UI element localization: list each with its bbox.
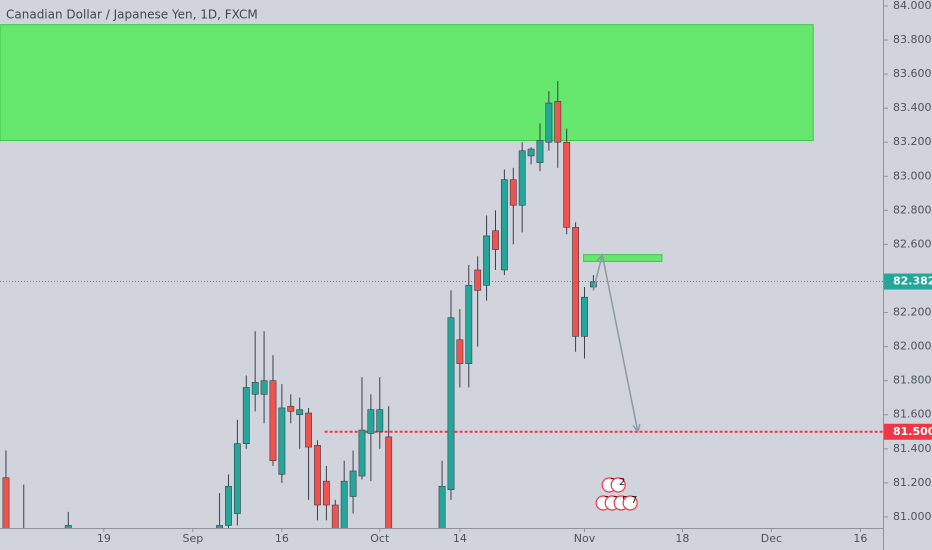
x-tick-label: 19 — [97, 532, 111, 545]
candle-body — [322, 480, 330, 506]
candle-body — [527, 148, 535, 157]
candle-body — [554, 101, 562, 143]
candle-body — [225, 485, 232, 526]
candle-body — [278, 407, 286, 475]
x-tick-label: Nov — [574, 532, 596, 545]
candle-body — [358, 429, 366, 477]
y-tick-label: 83.200 — [893, 135, 932, 148]
x-tick-label: 16 — [275, 532, 289, 545]
candle-body — [296, 409, 304, 416]
candle-body — [492, 230, 499, 250]
candle-body — [545, 102, 553, 143]
candle-body — [572, 227, 579, 337]
event-label: 2 — [619, 477, 625, 488]
arrow-head — [596, 252, 605, 263]
candle-body — [438, 485, 446, 528]
candle-body — [367, 409, 375, 434]
y-tick-label: 81.600 — [893, 408, 932, 421]
y-tick-label: 83.800 — [893, 33, 932, 46]
x-tick-label: 16 — [853, 532, 867, 545]
zone — [0, 24, 814, 142]
price-tag-label: 81.500 — [893, 425, 932, 438]
y-tick-label: 83.600 — [893, 67, 932, 80]
price-tag — [884, 423, 932, 440]
y-tick-label: 82.800 — [893, 203, 932, 216]
zone — [583, 254, 663, 262]
y-tick-label: 82.600 — [893, 237, 932, 250]
y-tick-label: 81.400 — [893, 442, 932, 455]
candle-body — [242, 387, 250, 444]
event-icon — [622, 495, 638, 511]
candle-body — [233, 443, 241, 514]
candle-body — [287, 405, 295, 412]
candle-body — [260, 380, 268, 395]
candle-body — [465, 284, 473, 364]
candle-body — [589, 281, 597, 288]
candle-body — [509, 179, 517, 206]
candle-body — [518, 150, 526, 206]
candle-body — [64, 525, 72, 528]
x-tick-label: 18 — [675, 532, 689, 545]
candle-body — [251, 382, 259, 395]
candle-body — [581, 296, 588, 337]
x-tick-label: 14 — [453, 532, 467, 545]
candle-body — [331, 504, 339, 528]
candle-body — [563, 141, 571, 228]
candle-body — [500, 179, 508, 271]
y-tick-label: 84.000 — [893, 0, 932, 12]
candle-body — [474, 269, 482, 291]
candle-body — [483, 235, 490, 286]
candle-body — [447, 317, 455, 490]
y-tick-label: 81.200 — [893, 476, 932, 489]
event-label: 7 — [631, 495, 637, 506]
price-tag — [884, 273, 932, 290]
y-tick-label: 82.000 — [893, 340, 932, 353]
y-tick-label: 83.400 — [893, 101, 932, 114]
y-tick-label: 81.800 — [893, 374, 932, 387]
event-icon — [610, 477, 626, 493]
candle-body — [349, 470, 357, 497]
candle-body — [269, 380, 277, 462]
y-tick-label: 81.000 — [893, 510, 932, 523]
y-tick-label: 83.000 — [893, 169, 932, 182]
candle-body — [216, 525, 223, 528]
candle-body — [314, 445, 321, 506]
arrow-head — [632, 423, 641, 434]
chart-title: Canadian Dollar / Japanese Yen, 1D, FXCM — [6, 8, 258, 22]
price-tag-label: 82.382 — [893, 275, 932, 288]
x-tick-label: Dec — [761, 532, 782, 545]
candle-body — [305, 412, 312, 448]
candle-body — [536, 140, 544, 163]
x-tick-label: Sep — [183, 532, 204, 545]
candle-body — [456, 339, 464, 364]
candle-body — [376, 409, 384, 433]
candle-body — [2, 477, 10, 528]
candle-body — [340, 480, 348, 528]
y-tick-label: 82.200 — [893, 306, 932, 319]
axes: 81.000 81.200 81.400 81.600 81.800 82.000 82.2… — [97, 0, 932, 545]
x-tick-label: Oct — [370, 532, 390, 545]
candle-body — [385, 436, 393, 528]
plot-area: 222257 — [0, 24, 883, 528]
